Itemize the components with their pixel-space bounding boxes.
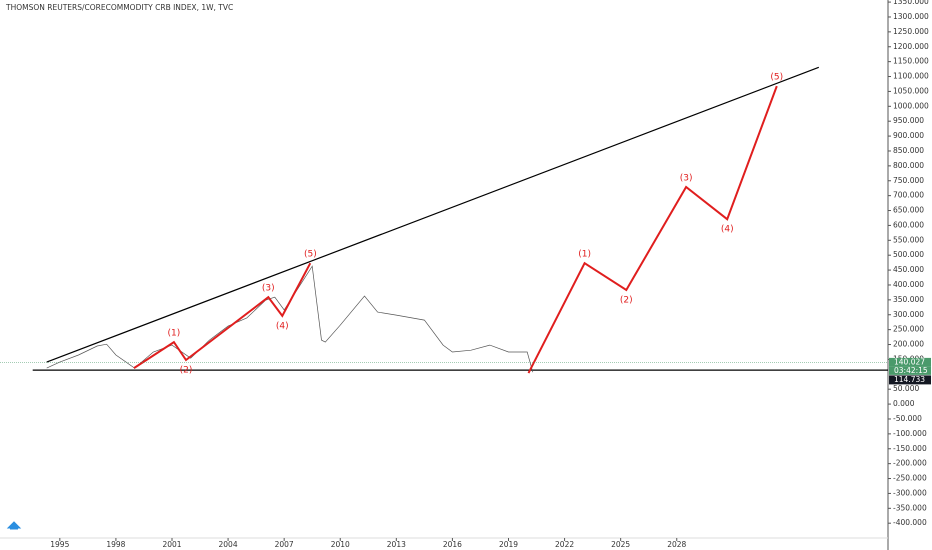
y-tick-label: 1050.000	[893, 86, 929, 95]
price-tag	[889, 357, 931, 367]
price-line	[46, 265, 534, 373]
logo	[6, 521, 22, 530]
wave-label: (4)	[276, 321, 289, 331]
y-tick-label: 1000.000	[893, 101, 929, 110]
price-tag-label: 114.733	[894, 375, 925, 384]
wave-label: (4)	[721, 225, 734, 235]
y-tick-label: -300.000	[893, 488, 927, 497]
wave-label: (2)	[180, 366, 193, 376]
trendline	[46, 66, 820, 363]
y-tick-label: 800.000	[893, 161, 924, 170]
y-tick-label: 1350.000	[893, 0, 929, 6]
y-tick-label: 1150.000	[893, 57, 929, 66]
y-tick-label: 750.000	[893, 176, 924, 185]
countdown-tag	[889, 366, 931, 375]
y-tick-label: 950.000	[893, 116, 924, 125]
x-tick-label: 2007	[275, 540, 294, 549]
price-tag	[889, 375, 931, 385]
x-tick-label: 2019	[499, 540, 518, 549]
wave-line	[527, 85, 778, 374]
y-tick-label: 250.000	[893, 325, 924, 334]
y-tick-label: 550.000	[893, 235, 924, 244]
wave-label: (1)	[167, 329, 180, 339]
price-tag-label: 140.027	[894, 357, 925, 366]
y-tick-label: -150.000	[893, 444, 927, 453]
x-tick-label: 2028	[667, 540, 686, 549]
countdown-label: 03:42:15	[894, 366, 928, 375]
x-tick-label: 2004	[219, 540, 238, 549]
y-tick-label: 700.000	[893, 191, 924, 200]
y-tick-label: 1300.000	[893, 12, 929, 21]
y-tick-label: 850.000	[893, 146, 924, 155]
x-tick-label: 2010	[331, 540, 350, 549]
wave-label: (3)	[262, 284, 275, 294]
x-tick-label: 2016	[443, 540, 462, 549]
y-tick-label: 900.000	[893, 131, 924, 140]
wave-label: (3)	[680, 174, 693, 184]
y-tick-label: 1100.000	[893, 72, 929, 81]
y-tick-label: -250.000	[893, 474, 927, 483]
y-tick-label: 350.000	[893, 295, 924, 304]
wave-label: (2)	[620, 296, 633, 306]
x-tick-label: 2022	[555, 540, 574, 549]
y-tick-label: -50.000	[893, 414, 922, 423]
wave-label: (1)	[578, 250, 591, 260]
y-tick-label: 200.000	[893, 340, 924, 349]
y-tick-label: 500.000	[893, 250, 924, 259]
y-tick-label: -200.000	[893, 459, 927, 468]
y-tick-label: 1200.000	[893, 42, 929, 51]
y-tick-label: 1250.000	[893, 27, 929, 36]
x-tick-label: 1995	[50, 540, 69, 549]
y-tick-label: 600.000	[893, 220, 924, 229]
y-tick-label: -100.000	[893, 429, 927, 438]
y-tick-label: -400.000	[893, 518, 927, 527]
y-tick-label: -350.000	[893, 503, 927, 512]
y-tick-label: 50.000	[893, 384, 919, 393]
wave-line	[133, 262, 312, 369]
wave-label: (5)	[770, 73, 783, 83]
x-tick-label: 2001	[162, 540, 181, 549]
x-tick-label: 1998	[106, 540, 125, 549]
chart-title: THOMSON REUTERS/CORECOMMODITY CRB INDEX,…	[5, 3, 233, 12]
wave-label: (5)	[304, 250, 317, 260]
x-tick-label: 2025	[611, 540, 630, 549]
x-tick-label: 2013	[387, 540, 406, 549]
y-tick-label: 300.000	[893, 310, 924, 319]
y-tick-label: 450.000	[893, 265, 924, 274]
y-tick-label: 400.000	[893, 280, 924, 289]
y-tick-label: 0.000	[893, 399, 915, 408]
y-tick-label: 650.000	[893, 206, 924, 215]
